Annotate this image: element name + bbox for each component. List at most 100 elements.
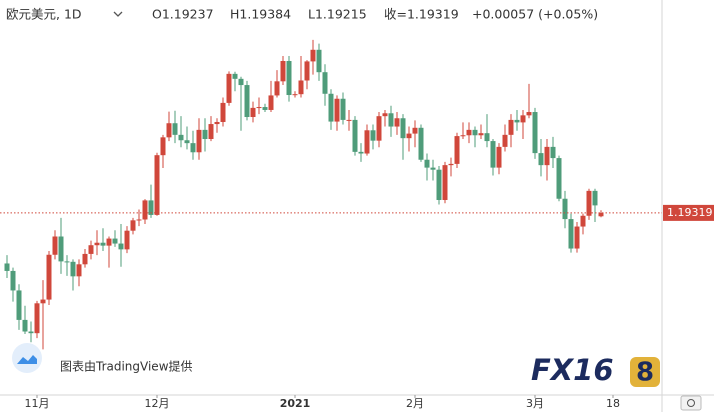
- candle-body: [514, 119, 520, 123]
- candle-body: [442, 165, 448, 200]
- candle-body: [100, 242, 106, 246]
- candle-body: [40, 299, 46, 304]
- candle-body: [52, 236, 58, 255]
- x-tick-label: 2月: [406, 397, 424, 410]
- candle-body: [454, 136, 460, 164]
- candle-body: [388, 113, 394, 127]
- candle-body: [76, 264, 82, 277]
- candle-body: [430, 167, 436, 170]
- candle-body: [286, 60, 292, 96]
- candle-body: [352, 119, 358, 152]
- candle-body: [340, 98, 346, 120]
- candle-body: [304, 61, 310, 81]
- candle-body: [322, 72, 328, 94]
- candle-body: [154, 155, 160, 215]
- candle-body: [496, 146, 502, 168]
- candle-body: [424, 159, 430, 168]
- candle-body: [550, 146, 556, 159]
- symbol: 欧元美元, 1D: [6, 7, 82, 22]
- candle-body: [418, 127, 424, 160]
- candle-body: [124, 230, 130, 250]
- candle-body: [130, 220, 136, 231]
- candle-body: [568, 219, 574, 249]
- logo-badge: [630, 357, 660, 387]
- candle-body: [250, 107, 256, 118]
- candle-body: [136, 219, 142, 221]
- low-value: L1.19215: [308, 7, 367, 22]
- last-price-label: 1.19319: [667, 206, 713, 219]
- candle-body: [310, 49, 316, 62]
- candle-body: [478, 133, 484, 136]
- change-value: +0.00057 (+0.05%): [472, 7, 598, 22]
- candle-body: [196, 129, 202, 153]
- candle-body: [232, 73, 238, 79]
- candle-body: [112, 238, 118, 244]
- candle-body: [226, 73, 232, 103]
- candle-body: [166, 123, 172, 138]
- candle-body: [64, 261, 70, 263]
- candle-body: [190, 143, 196, 153]
- candle-body: [508, 119, 514, 135]
- candle-body: [556, 158, 562, 199]
- candle-body: [298, 80, 304, 95]
- candle-body: [370, 130, 376, 141]
- candle-body: [46, 254, 52, 300]
- candle-body: [142, 200, 148, 220]
- x-tick-label: 3月: [526, 397, 544, 410]
- candle-body: [394, 118, 400, 127]
- candle-body: [256, 107, 262, 109]
- x-tick-label: 18: [606, 397, 620, 410]
- settings-button[interactable]: [680, 395, 702, 411]
- candle-body: [178, 134, 184, 141]
- candle-body: [586, 190, 592, 216]
- last-price-tag: [663, 204, 714, 221]
- candle-body: [88, 245, 94, 254]
- candle-body: [106, 238, 112, 246]
- candle-body: [280, 60, 286, 82]
- candle-body: [520, 115, 526, 123]
- candle-body: [70, 261, 76, 277]
- candle-body: [412, 127, 418, 134]
- candle-body: [16, 290, 22, 320]
- candle-body: [538, 153, 544, 166]
- candle-body: [448, 163, 454, 166]
- candle-body: [172, 123, 178, 135]
- candle-body: [22, 319, 28, 332]
- candle-body: [316, 49, 322, 73]
- candle-body: [238, 78, 244, 86]
- candle-body: [460, 135, 466, 137]
- candle-body: [274, 81, 280, 96]
- candle-body: [202, 129, 208, 139]
- logo-digit: 8: [636, 358, 654, 388]
- settings-icon: [687, 399, 695, 407]
- candle-body: [574, 226, 580, 249]
- candle-body: [208, 124, 214, 139]
- tv-logo: [17, 355, 37, 364]
- logo-text: FX16: [531, 353, 614, 387]
- candle-body: [466, 129, 472, 136]
- candle-body: [526, 112, 532, 116]
- candle-body: [10, 270, 16, 291]
- open-value: O1.19237: [152, 7, 214, 22]
- candle-body: [532, 112, 538, 154]
- candle-body: [220, 102, 226, 122]
- candle-body: [562, 198, 568, 220]
- candle-body: [544, 146, 550, 166]
- x-tick-label: 11月: [25, 397, 50, 410]
- watermark: 图表由TradingView提供: [60, 359, 193, 374]
- candle-body: [400, 118, 406, 139]
- candle-body: [346, 119, 352, 121]
- candle-body: [244, 85, 250, 118]
- candle-body: [382, 113, 388, 117]
- candle-body: [292, 94, 298, 96]
- candle-body: [28, 331, 34, 334]
- candle-body: [406, 133, 412, 139]
- candle-body: [364, 130, 370, 154]
- candle-body: [328, 93, 334, 122]
- high-value: H1.19384: [230, 7, 291, 22]
- candle-body: [148, 200, 154, 215]
- candle-body: [82, 253, 88, 265]
- candle-body: [214, 121, 220, 125]
- candle-body: [484, 133, 490, 142]
